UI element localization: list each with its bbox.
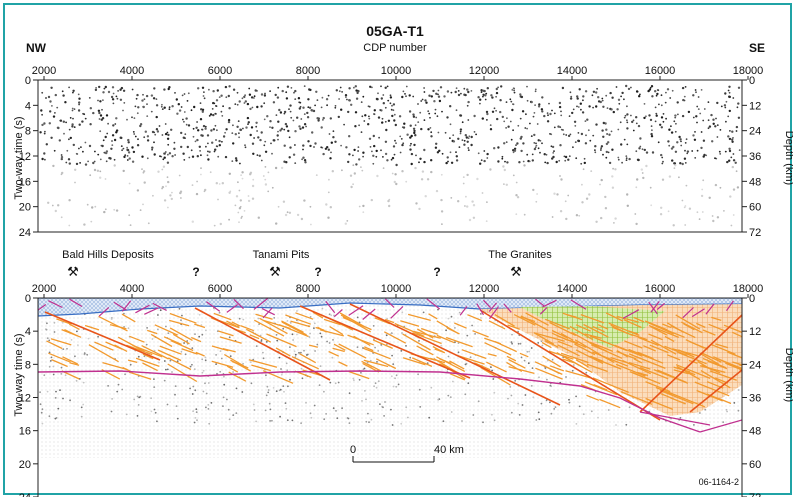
x-tick-label: 14000 bbox=[557, 283, 588, 295]
depth-tick-label: 36 bbox=[749, 151, 761, 163]
nw-label: NW bbox=[26, 41, 47, 55]
depth-tick-label: 48 bbox=[749, 426, 761, 438]
title: 05GA-T1 bbox=[366, 23, 424, 39]
depth-tick-label: 0 bbox=[749, 75, 755, 87]
moho-line bbox=[38, 370, 701, 433]
x-tick-label: 10000 bbox=[381, 65, 412, 77]
depth-tick-label: 72 bbox=[749, 492, 761, 497]
uncertain-marker: ? bbox=[192, 265, 199, 279]
fault-lines bbox=[44, 303, 742, 421]
scale-start: 0 bbox=[350, 444, 356, 456]
surface-thrusts bbox=[38, 298, 734, 320]
y-tick-label: 24 bbox=[19, 492, 31, 497]
x-tick-label: 8000 bbox=[296, 65, 320, 77]
y-tick-label: 4 bbox=[25, 326, 31, 338]
scale-end: 40 km bbox=[434, 444, 464, 456]
depth-tick-label: 36 bbox=[749, 393, 761, 405]
deep-reflector bbox=[639, 411, 742, 433]
sediment-layer bbox=[38, 298, 742, 317]
se-label: SE bbox=[749, 41, 765, 55]
x-tick-label: 6000 bbox=[208, 283, 232, 295]
location-labels: Bald Hills Deposits ⚒ ? Tanami Pits ⚒? ? The G… bbox=[62, 249, 552, 279]
green-unit-region bbox=[520, 306, 665, 348]
depth-tick-label: 0 bbox=[749, 293, 755, 305]
uncertain-marker: ? bbox=[433, 265, 440, 279]
bottom-right-axis-label: Depth (km) bbox=[783, 348, 793, 402]
x-tick-label: 10000 bbox=[381, 283, 412, 295]
y-tick-label: 12 bbox=[19, 393, 31, 405]
x-tick-label: 8000 bbox=[296, 283, 320, 295]
depth-tick-label: 72 bbox=[749, 227, 761, 239]
bottom-panel-frame bbox=[37, 297, 743, 497]
mine-symbol-icon: ⚒ bbox=[67, 264, 79, 279]
y-tick-label: 0 bbox=[25, 293, 31, 305]
top-left-axis-label: Two-way time (s) bbox=[13, 116, 25, 199]
location-label: Bald Hills Deposits bbox=[62, 249, 154, 261]
y-tick-label: 20 bbox=[19, 459, 31, 471]
depth-tick-label: 60 bbox=[749, 459, 761, 471]
top-reflection-dots bbox=[39, 84, 741, 227]
x-tick-label: 2000 bbox=[32, 283, 56, 295]
x-tick-label: 18000 bbox=[733, 283, 764, 295]
mine-symbol-icon: ⚒ bbox=[510, 264, 522, 279]
mine-symbol-icon: ⚒ bbox=[269, 264, 281, 279]
depth-tick-label: 60 bbox=[749, 202, 761, 214]
top-panel: 2000 4000 6000 8000 10000 12000 14000 16000 1800… bbox=[13, 65, 793, 239]
y-tick-label: 8 bbox=[25, 126, 31, 138]
x-tick-label: 16000 bbox=[645, 65, 676, 77]
depth-tick-label: 48 bbox=[749, 176, 761, 188]
x-tick-label: 18000 bbox=[733, 65, 764, 77]
bottom-panel: 2000 4000 6000 8000 10000 12000 14000 16000 1800… bbox=[13, 283, 793, 497]
y-tick-label: 12 bbox=[19, 151, 31, 163]
top-right-axis-label: Depth (km) bbox=[783, 131, 793, 185]
location-label: Tanami Pits bbox=[253, 249, 310, 261]
x-tick-label: 16000 bbox=[645, 283, 676, 295]
x-tick-label: 4000 bbox=[120, 65, 144, 77]
y-tick-label: 16 bbox=[19, 426, 31, 438]
y-tick-label: 8 bbox=[25, 359, 31, 371]
x-tick-label: 12000 bbox=[469, 283, 500, 295]
depth-tick-label: 12 bbox=[749, 326, 761, 338]
subtitle: CDP number bbox=[363, 42, 427, 54]
y-tick-label: 16 bbox=[19, 176, 31, 188]
y-tick-label: 20 bbox=[19, 202, 31, 214]
bottom-left-axis-label: Two-way time (s) bbox=[13, 333, 25, 416]
x-tick-label: 14000 bbox=[557, 65, 588, 77]
depth-tick-label: 24 bbox=[749, 126, 761, 138]
uncertain-marker: ? bbox=[314, 265, 321, 279]
x-tick-label: 2000 bbox=[32, 65, 56, 77]
scale-bar: 0 40 km bbox=[350, 444, 464, 463]
x-tick-label: 6000 bbox=[208, 65, 232, 77]
figure-id: 06-1164-2 bbox=[699, 477, 739, 487]
depth-tick-label: 12 bbox=[749, 100, 761, 112]
y-tick-label: 0 bbox=[25, 75, 31, 87]
y-tick-label: 24 bbox=[19, 227, 31, 239]
x-tick-label: 4000 bbox=[120, 283, 144, 295]
x-tick-label: 12000 bbox=[469, 65, 500, 77]
location-label: The Granites bbox=[488, 249, 552, 261]
y-tick-label: 4 bbox=[25, 100, 31, 112]
depth-tick-label: 24 bbox=[749, 359, 761, 371]
